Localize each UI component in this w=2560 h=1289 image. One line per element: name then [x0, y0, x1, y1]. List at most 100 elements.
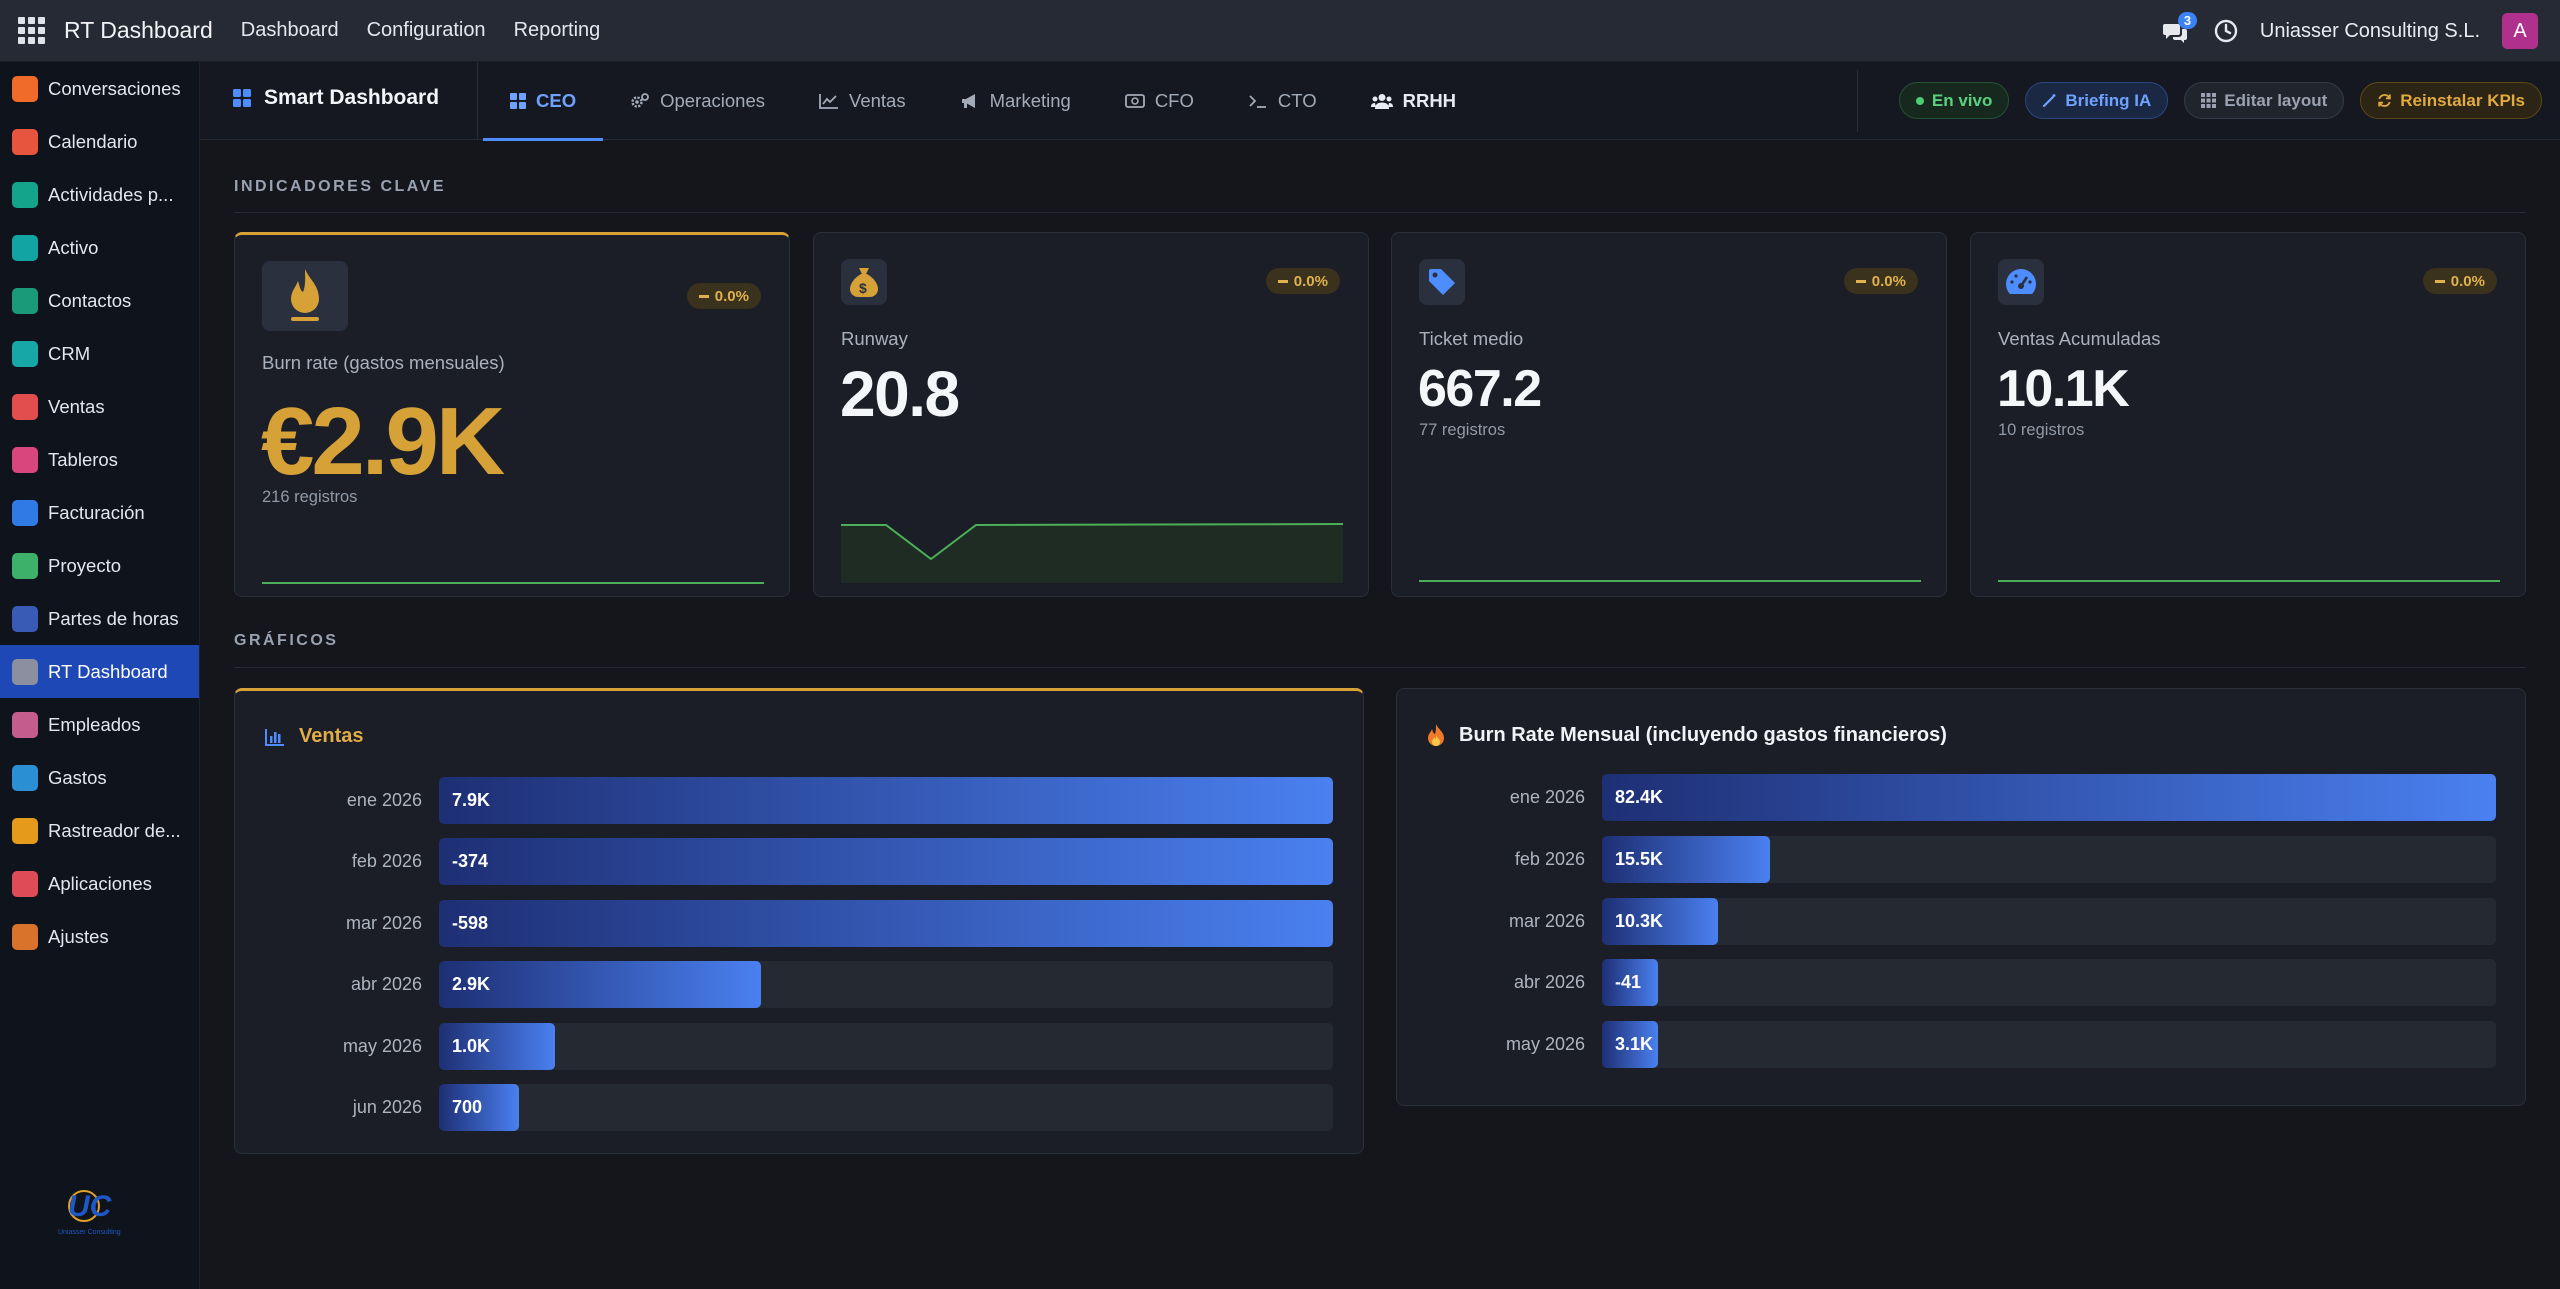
- sidebar-item-actividades-p[interactable]: Actividades p...: [0, 168, 199, 221]
- kpi-value: 10.1K: [1997, 360, 2130, 418]
- sidebar-item-activo[interactable]: Activo: [0, 221, 199, 274]
- kpi-sparkline: [1419, 580, 1921, 582]
- cogs-icon: [630, 93, 650, 109]
- chat-icon: [2162, 24, 2187, 43]
- sidebar-item-empleados[interactable]: Empleados: [0, 698, 199, 751]
- calendar-icon: [12, 128, 38, 155]
- bar-row[interactable]: mar 2026 10.3K: [1509, 897, 2496, 945]
- bar-value: 2.9K: [452, 974, 491, 995]
- tab-rrhh[interactable]: RRHH: [1344, 62, 1483, 140]
- sidebar-item-facturaci-n[interactable]: Facturación: [0, 486, 199, 539]
- briefing-label: Briefing IA: [2065, 90, 2152, 110]
- live-label: En vivo: [1931, 90, 1993, 110]
- invoicing-icon: [12, 499, 38, 526]
- live-status-button[interactable]: En vivo: [1898, 82, 2010, 119]
- topnav-dashboard[interactable]: Dashboard: [240, 19, 339, 41]
- sidebar-item-label: Activo: [48, 236, 99, 258]
- kpi-label: Ticket medio: [1419, 328, 1524, 349]
- bar-fill: [439, 961, 761, 1009]
- live-dot-icon: [1915, 96, 1924, 105]
- role-tabs: CEO Operaciones Ventas Marketing CFO CTO RRHH: [483, 62, 1483, 141]
- kpi-change-badge: 0.0%: [1265, 268, 1340, 294]
- tab-cto[interactable]: CTO: [1221, 62, 1344, 140]
- reinstall-label: Reinstalar KPIs: [2400, 90, 2525, 110]
- sidebar-item-aplicaciones[interactable]: Aplicaciones: [0, 857, 199, 910]
- sidebar-item-proyecto[interactable]: Proyecto: [0, 539, 199, 592]
- sidebar-item-crm[interactable]: CRM: [0, 327, 199, 380]
- bar-fill: [1602, 1021, 1658, 1069]
- chat-button[interactable]: 3: [2162, 12, 2198, 46]
- kpi-card-runway[interactable]: $ 0.0% Runway 20.8: [813, 232, 1369, 597]
- sidebar-item-rastreador-de[interactable]: Rastreador de...: [0, 804, 199, 857]
- logo-caption: Uniasser Consulting: [58, 1229, 121, 1236]
- sidebar-item-conversaciones[interactable]: Conversaciones: [0, 62, 199, 115]
- edit-layout-button[interactable]: Editar layout: [2184, 82, 2345, 119]
- sidebar-item-gastos[interactable]: Gastos: [0, 751, 199, 804]
- bar-row[interactable]: feb 2026 15.5K: [1515, 835, 2496, 883]
- bar-fill: [1602, 774, 2496, 821]
- bar-row[interactable]: mar 2026 -598: [346, 899, 1333, 947]
- tab-marketing[interactable]: Marketing: [933, 62, 1098, 140]
- tab-cfo[interactable]: CFO: [1098, 62, 1221, 140]
- sidebar-item-ventas[interactable]: Ventas: [0, 380, 199, 433]
- bar-row[interactable]: abr 2026 -41: [1514, 959, 2496, 1007]
- reinstall-kpis-button[interactable]: Reinstalar KPIs: [2360, 82, 2542, 119]
- bar-label: feb 2026: [1514, 848, 1585, 869]
- bar-track: 82.4K: [1602, 774, 2496, 821]
- briefing-ia-button[interactable]: Briefing IA: [2025, 82, 2169, 119]
- sidebar-item-contactos[interactable]: Contactos: [0, 274, 199, 327]
- sidebar-item-partes-de-horas[interactable]: Partes de horas: [0, 592, 199, 645]
- sidebar-item-tableros[interactable]: Tableros: [0, 433, 199, 486]
- bar-row[interactable]: ene 2026 82.4K: [1510, 774, 2496, 821]
- tab-label: CEO: [536, 90, 577, 111]
- bar-value: 3.1K: [1615, 1034, 1654, 1055]
- bar-row[interactable]: jun 2026 700: [353, 1084, 1333, 1131]
- bar-row[interactable]: ene 2026 7.9K: [347, 777, 1333, 824]
- timesheets-icon: [12, 605, 38, 632]
- bar-fill: [439, 899, 1333, 947]
- kpi-section-title: INDICADORES CLAVE: [234, 178, 446, 195]
- sidebar-item-label: Rastreador de...: [48, 819, 181, 841]
- bar-label: mar 2026: [1508, 910, 1585, 931]
- dashboard-title: Smart Dashboard: [232, 86, 439, 110]
- kpi-card-burn-rate[interactable]: 0.0% Burn rate (gastos mensuales) €2.9K …: [234, 232, 790, 597]
- app-menu-icon[interactable]: [0, 0, 62, 62]
- sidebar-item-label: CRM: [48, 342, 91, 364]
- svg-text:$: $: [859, 280, 867, 296]
- clock-icon[interactable]: [2214, 19, 2238, 43]
- tab-ventas[interactable]: Ventas: [792, 62, 933, 140]
- kpi-card-ticket-medio[interactable]: 0.0% Ticket medio 667.2 77 registros: [1391, 232, 1947, 597]
- bar-fill: [1602, 897, 1718, 945]
- sidebar-item-ajustes[interactable]: Ajustes: [0, 910, 199, 963]
- project-icon: [12, 552, 38, 579]
- bar-label: abr 2026: [350, 974, 422, 995]
- tab-ceo[interactable]: CEO: [483, 62, 604, 141]
- sidebar-item-calendario[interactable]: Calendario: [0, 115, 199, 168]
- bar-label: jun 2026: [352, 1097, 422, 1117]
- kpi-sparkline: [841, 523, 1343, 583]
- sidebar-item-label: Gastos: [48, 766, 107, 788]
- sidebar-item-label: Calendario: [48, 130, 138, 152]
- topnav-configuration[interactable]: Configuration: [366, 19, 486, 41]
- sidebar-item-label: Empleados: [48, 713, 141, 735]
- sidebar-item-label: Actividades p...: [48, 183, 174, 205]
- tab-label: Ventas: [849, 90, 906, 111]
- company-switcher[interactable]: Uniasser Consulting S.L.: [2259, 19, 2480, 42]
- bar-track: -41: [1602, 959, 2496, 1007]
- megaphone-icon: [960, 93, 980, 109]
- sidebar-item-label: Facturación: [48, 501, 145, 523]
- activities-icon: [12, 181, 38, 208]
- tab-operaciones[interactable]: Operaciones: [603, 62, 792, 140]
- sidebar-item-rt-dashboard[interactable]: RT Dashboard: [0, 645, 199, 698]
- topnav-reporting[interactable]: Reporting: [513, 19, 601, 41]
- bar-row[interactable]: abr 2026 2.9K: [351, 961, 1333, 1009]
- bar-row[interactable]: feb 2026 -374: [352, 838, 1333, 886]
- bar-label: may 2026: [1505, 1034, 1585, 1055]
- user-avatar[interactable]: A: [2502, 13, 2538, 49]
- bar-row[interactable]: may 2026 3.1K: [1506, 1021, 2496, 1069]
- kpi-card-ventas-acumuladas[interactable]: 0.0% Ventas Acumuladas 10.1K 10 registro…: [1970, 232, 2526, 597]
- terminal-icon: [1248, 93, 1268, 109]
- kpi-sparkline: [1998, 580, 2500, 582]
- tab-label: CFO: [1154, 90, 1194, 111]
- bar-row[interactable]: may 2026 1.0K: [343, 1022, 1333, 1070]
